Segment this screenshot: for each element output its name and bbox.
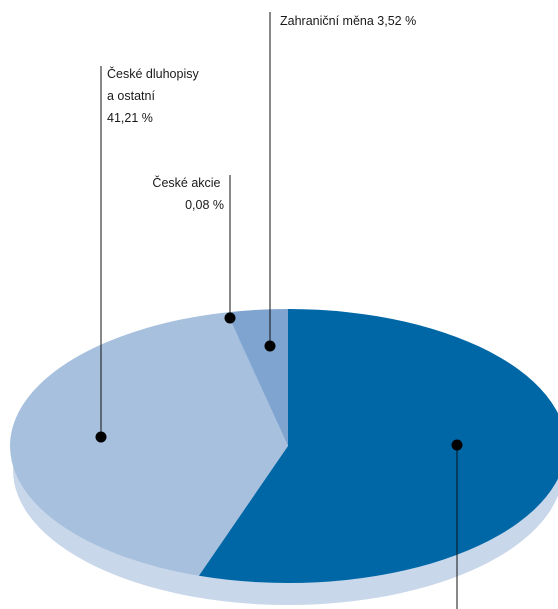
pie-slices [9, 309, 558, 605]
label-ceske-akcie-line-1: České akcie [152, 175, 220, 190]
pie-slice-2 [9, 312, 288, 576]
label-ceske-dluhopisy: České dluhopisy a ostatní 41,21 % [107, 66, 202, 125]
label-ceske-akcie: České akcie 0,08 % [152, 175, 224, 212]
label-ceske-akcie-line-2: 0,08 % [185, 198, 224, 212]
label-zahranicni-mena-line-1: Zahraniční měna 3,52 % [280, 14, 416, 28]
leader-dot-ceske-dluhopisy [95, 431, 107, 443]
leader-dot-ceske-akcie [224, 312, 236, 324]
label-zahranicni-mena: Zahraniční měna 3,52 % [280, 14, 416, 28]
label-ceske-dluhopisy-line-1: České dluhopisy [107, 66, 199, 81]
label-ceske-dluhopisy-line-3: 41,21 % [107, 111, 153, 125]
leader-lines [95, 12, 463, 609]
pie-slice-1 [225, 312, 288, 446]
leader-dot-dark-slice [451, 439, 463, 451]
label-ceske-dluhopisy-line-2: a ostatní [107, 89, 155, 103]
leader-dot-zahranicni-mena [264, 340, 276, 352]
pie-slice-3 [198, 309, 558, 583]
